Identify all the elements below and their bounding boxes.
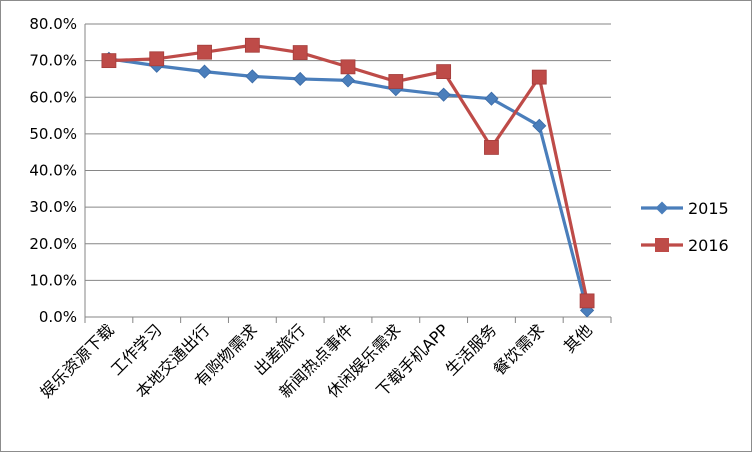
x-tick-label: 生活服务 <box>442 320 501 379</box>
series-2015 <box>101 51 595 318</box>
data-point-square <box>436 64 452 80</box>
y-tick-label: 40.0% <box>29 162 77 180</box>
legend-item-2015: 2015 <box>641 199 729 218</box>
legend-label: 2016 <box>688 236 729 255</box>
data-point-square <box>244 37 260 53</box>
y-tick-label: 10.0% <box>29 271 77 289</box>
data-point-diamond <box>197 64 212 79</box>
data-point-square <box>340 59 356 75</box>
data-point-square <box>579 293 595 309</box>
data-point-square <box>484 140 499 155</box>
y-tick-label: 50.0% <box>29 125 77 143</box>
legend-item-2016: 2016 <box>641 236 729 255</box>
x-axis-tick-labels: 娱乐资源下载工作学习本地交通出行有购物需求出差旅行新闻热点事件休闲娱乐需求下载手… <box>36 320 596 402</box>
data-point-square <box>531 69 547 85</box>
data-point-diamond <box>340 73 356 88</box>
legend: 2015 2016 <box>641 199 729 255</box>
data-point-square <box>101 53 117 69</box>
y-axis-tick-labels: 0.0% 10.0% 20.0% 30.0% 40.0% 50.0% 60.0% 70.0% 8… <box>29 15 77 326</box>
series-line-2015 <box>108 57 589 311</box>
data-point-square <box>149 51 165 67</box>
y-tick-label: 80.0% <box>29 15 77 33</box>
gridlines <box>85 23 611 281</box>
x-tick-label: 娱乐资源下载 <box>36 320 117 401</box>
y-tick-label: 0.0% <box>39 308 77 326</box>
legend-marker-square <box>655 238 669 252</box>
series-group <box>101 37 595 318</box>
data-point-square <box>197 44 212 60</box>
data-point-diamond <box>245 69 260 84</box>
data-point-diamond <box>532 118 547 133</box>
data-point-diamond <box>293 71 308 87</box>
y-tick-label: 30.0% <box>29 198 77 216</box>
y-tick-label: 20.0% <box>29 235 77 253</box>
data-point-diamond <box>436 87 451 102</box>
data-point-square <box>292 45 308 60</box>
axes <box>84 24 612 323</box>
x-tick-label: 其他 <box>560 320 596 356</box>
series-2016 <box>101 37 595 309</box>
y-tick-label: 60.0% <box>29 88 77 106</box>
legend-marker-diamond <box>655 201 669 215</box>
data-point-square <box>388 74 404 89</box>
data-point-diamond <box>484 91 499 106</box>
y-tick-label: 70.0% <box>29 52 77 70</box>
legend-label: 2015 <box>688 199 729 218</box>
x-tick-label: 餐饮需求 <box>489 320 548 379</box>
